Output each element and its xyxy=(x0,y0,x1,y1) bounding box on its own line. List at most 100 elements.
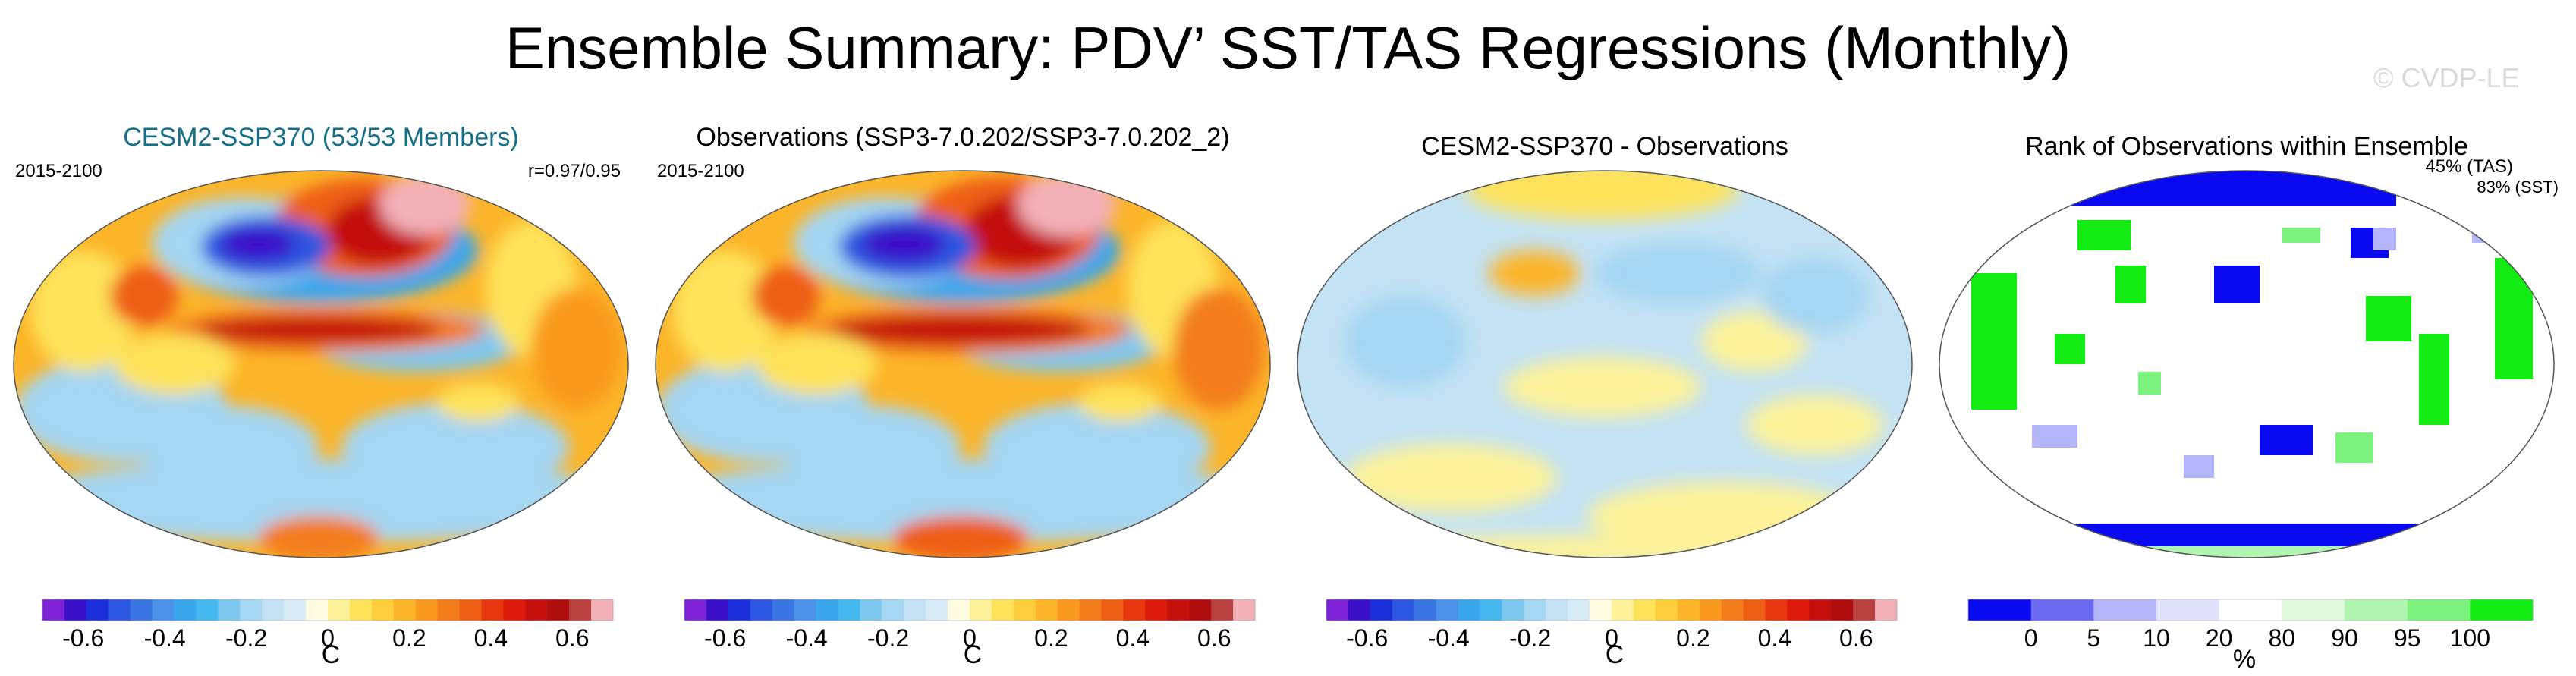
colorbar-swatch xyxy=(1633,599,1656,621)
colorbar-swatch xyxy=(1743,599,1766,621)
colorbar-swatch xyxy=(1392,599,1415,621)
panel-observations: Observations (SSP3-7.0.202/SSP3-7.0.202_… xyxy=(642,114,1284,676)
colorbar-tick-label: -0.2 xyxy=(867,624,909,652)
colorbar-swatch xyxy=(1057,599,1080,621)
colorbar-swatch xyxy=(1590,599,1612,621)
colorbar-swatch xyxy=(2345,599,2408,621)
colorbar-swatch xyxy=(1370,599,1393,621)
colorbar-tick-label: 0 xyxy=(963,624,977,652)
colorbar-swatch xyxy=(1167,599,1190,621)
colorbar-tick-label: 0.6 xyxy=(555,624,589,652)
colorbar-model: -0.6 -0.4 -0.2 0 0.2 0.4 0.6 C xyxy=(42,599,614,669)
colorbar-tick-label: 0 xyxy=(2024,624,2038,652)
panel-difference: CESM2-SSP370 - Observations xyxy=(1284,114,1926,676)
colorbar-swatch xyxy=(1853,599,1876,621)
colorbar-swatch xyxy=(1787,599,1810,621)
colorbar-swatch xyxy=(1326,599,1349,621)
colorbar-tick-label: 20 xyxy=(2206,624,2233,652)
colorbar-swatch xyxy=(371,599,395,621)
colorbar-swatch xyxy=(1809,599,1832,621)
colorbar-observations: -0.6 -0.4 -0.2 0 0.2 0.4 0.6 C xyxy=(684,599,1256,669)
colorbar-swatch xyxy=(86,599,109,621)
colorbar-swatch xyxy=(1655,599,1678,621)
colorbar-swatch xyxy=(1414,599,1437,621)
colorbar-tick-label: 100 xyxy=(2450,624,2490,652)
colorbar-swatch xyxy=(503,599,526,621)
colorbar-tick-label: 0.2 xyxy=(1676,624,1709,652)
map-rank xyxy=(1939,170,2555,558)
colorbar-swatch xyxy=(1101,599,1124,621)
colorbar-tick-label: -0.4 xyxy=(1428,624,1470,652)
colorbar-swatch xyxy=(816,599,838,621)
colorbar-swatch xyxy=(437,599,461,621)
colorbar-unit: C xyxy=(964,640,983,669)
colorbar-tick-label: -0.2 xyxy=(1509,624,1551,652)
colorbar-swatch xyxy=(991,599,1014,621)
colorbar-tick-label: 0.4 xyxy=(1758,624,1791,652)
colorbar-swatch xyxy=(1233,599,1256,621)
panel-title: Observations (SSP3-7.0.202/SSP3-7.0.202_… xyxy=(696,123,1230,152)
colorbar-tick-label: -0.6 xyxy=(62,624,104,652)
colorbar-swatch xyxy=(218,599,241,621)
colorbar-swatch xyxy=(591,599,614,621)
colorbar-swatch xyxy=(1436,599,1459,621)
colorbar-swatch xyxy=(1013,599,1036,621)
colorbar-tick-label: 0.4 xyxy=(1116,624,1150,652)
colorbar-swatch xyxy=(349,599,373,621)
colorbar-swatch xyxy=(1079,599,1102,621)
panel-title: Rank of Observations within Ensemble xyxy=(2025,132,2468,161)
colorbar-frame xyxy=(1967,599,2534,621)
colorbar-swatch xyxy=(948,599,970,621)
figure-title: Ensemble Summary: PDV’ SST/TAS Regressio… xyxy=(505,14,2071,81)
colorbar-swatch xyxy=(2470,599,2534,621)
colorbar-swatch xyxy=(1968,599,2032,621)
panel-rank: Rank of Observations within Ensemble 45%… xyxy=(1926,114,2568,676)
period-label: 2015-2100 xyxy=(15,161,102,181)
colorbar-swatch xyxy=(108,599,131,621)
colorbar-swatch xyxy=(1546,599,1568,621)
colorbar-swatch xyxy=(42,599,65,621)
colorbar-tick-label: 0.2 xyxy=(392,624,426,652)
colorbar-swatch xyxy=(569,599,592,621)
colorbar-swatch xyxy=(2282,599,2345,621)
colorbar-swatch xyxy=(750,599,773,621)
colorbar-tick-label: -0.2 xyxy=(225,624,267,652)
colorbar-swatch xyxy=(1568,599,1590,621)
colorbar-swatch xyxy=(2093,599,2157,621)
colorbar-tick-label: 0 xyxy=(321,624,335,652)
colorbar-frame xyxy=(42,599,614,621)
colorbar-swatch xyxy=(130,599,153,621)
colorbar-tick-label: -0.6 xyxy=(704,624,746,652)
colorbar-swatch xyxy=(882,599,904,621)
rank-sst-label: 83% (SST) xyxy=(2477,178,2559,197)
map-observations xyxy=(655,170,1271,558)
colorbar-swatch xyxy=(525,599,548,621)
rank-tas-label: 45% (TAS) xyxy=(2425,156,2513,177)
colorbar-swatch xyxy=(728,599,751,621)
colorbar-swatch xyxy=(1677,599,1700,621)
map-difference xyxy=(1297,170,1913,558)
colorbar-swatch xyxy=(1612,599,1634,621)
colorbar-swatch xyxy=(459,599,482,621)
colorbar-swatch xyxy=(684,599,707,621)
panel-title: CESM2-SSP370 - Observations xyxy=(1421,132,1788,161)
colorbar-difference: -0.6 -0.4 -0.2 0 0.2 0.4 0.6 C xyxy=(1326,599,1898,669)
colorbar-swatch xyxy=(2407,599,2471,621)
colorbar-swatch xyxy=(174,599,197,621)
colorbar-tick-label: 0.2 xyxy=(1034,624,1068,652)
colorbar-tick-label: 10 xyxy=(2143,624,2170,652)
colorbar-swatch xyxy=(393,599,417,621)
colorbar-unit: C xyxy=(1606,640,1625,669)
colorbar-swatch xyxy=(1189,599,1212,621)
colorbar-swatch xyxy=(970,599,992,621)
colorbar-swatch xyxy=(706,599,729,621)
colorbar-swatch xyxy=(1035,599,1058,621)
colorbar-tick-label: 0 xyxy=(1605,624,1618,652)
period-label: 2015-2100 xyxy=(657,161,744,181)
colorbar-swatch xyxy=(284,599,307,621)
colorbar-unit: % xyxy=(2233,645,2256,674)
colorbar-tick-label: -0.4 xyxy=(786,624,828,652)
colorbar-frame xyxy=(1326,599,1898,621)
colorbar-swatch xyxy=(1211,599,1234,621)
colorbar-frame xyxy=(684,599,1256,621)
